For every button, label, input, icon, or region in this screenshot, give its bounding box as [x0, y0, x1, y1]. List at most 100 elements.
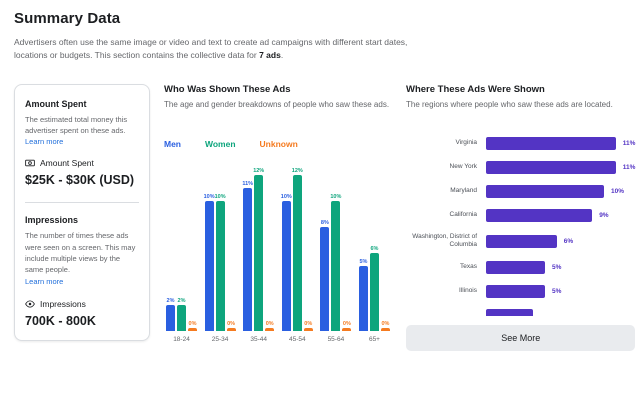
bar-value-label: 2% — [166, 297, 175, 304]
see-more-button[interactable]: See More — [406, 325, 636, 352]
bar — [358, 265, 368, 331]
bar-column: 2% — [166, 298, 175, 331]
age-gender-chart: 2% 2% 0% 18-24 10% 10% 0% 25-34 11% 12% 0% 35-44 10%… — [164, 159, 392, 343]
bar-column: 10% — [203, 193, 215, 331]
bar — [342, 327, 352, 331]
bar-value-label: 5% — [359, 258, 368, 265]
gender-legend: Men Women Unknown — [164, 139, 392, 149]
region-row: California 9% — [406, 208, 635, 222]
page-title: Summary Data — [14, 10, 121, 27]
age-axis-label: 55-64 — [327, 335, 345, 343]
amount-spent-description-text: The estimated total money this advertise… — [25, 114, 128, 135]
region-value: 10% — [611, 187, 625, 195]
bar-value-label: 8% — [320, 219, 329, 226]
impressions-heading: Impressions — [25, 215, 79, 226]
bar-column: 5% — [358, 258, 368, 331]
bar-value-label: 0% — [227, 320, 236, 327]
bar — [177, 304, 186, 331]
impressions-stat-label: Impressions — [40, 298, 86, 309]
amount-spent-learn-more-link[interactable]: Learn more — [25, 137, 64, 146]
bar — [303, 327, 313, 331]
legend-item-men: Men — [164, 138, 181, 149]
age-group: 10% 12% 0% 45-54 — [280, 159, 313, 343]
region-row: Illinois 5% — [406, 285, 635, 299]
region-row: New York 11% — [406, 160, 635, 174]
bar-column: 10% — [280, 193, 292, 331]
demographics-heading: Who Was Shown These Ads — [164, 83, 291, 95]
bar-column: 2% — [177, 298, 186, 331]
age-axis-label: 45-54 — [288, 335, 306, 343]
page-description-period: . — [280, 49, 284, 60]
region-bar — [486, 184, 604, 198]
summary-data-page: Summary Data Advertisers often use the s… — [14, 10, 636, 352]
age-axis-label: 18-24 — [173, 335, 190, 343]
amount-spent-description: The estimated total money this advertise… — [25, 114, 139, 148]
bar-column: 0% — [188, 321, 197, 331]
card-divider — [25, 202, 139, 204]
bar — [369, 252, 379, 331]
age-group: 2% 2% 0% 18-24 — [166, 159, 197, 343]
regions-chart: Virginia 11% New York 11% Maryland 10% Califor… — [406, 136, 635, 317]
region-bar — [486, 285, 545, 299]
region-row: Texas 5% — [406, 261, 635, 275]
age-group-bars: 5% 6% 0% — [358, 159, 390, 331]
age-axis-label: 35-44 — [250, 335, 267, 343]
age-group-bars: 10% 10% 0% — [203, 159, 236, 331]
age-group: 5% 6% 0% 65+ — [358, 159, 390, 343]
bar-value-label: 0% — [381, 320, 390, 327]
bar-value-label: 6% — [370, 245, 379, 252]
region-label: Illinois — [458, 287, 477, 295]
region-bar — [486, 208, 593, 222]
amount-spent-value: $25K - $30K (USD) — [25, 173, 135, 188]
impressions-description-text: The number of times these ads were seen … — [25, 231, 136, 274]
bar-value-label: 10% — [330, 193, 342, 200]
age-group-bars: 11% 12% 0% — [242, 159, 275, 331]
amount-spent-stat: Amount Spent — [25, 158, 139, 168]
bar — [254, 174, 264, 331]
bar-column: 6% — [369, 245, 379, 331]
region-label: California — [449, 210, 477, 218]
bar-value-label: 10% — [280, 193, 292, 200]
region-label: Virginia — [455, 138, 477, 146]
region-bar — [486, 261, 545, 275]
ads-count: 7 ads — [259, 49, 281, 60]
bar-column: 11% — [242, 181, 253, 331]
bar-column: 12% — [292, 168, 303, 331]
bar-value-label: 12% — [253, 167, 265, 174]
age-group: 10% 10% 0% 25-34 — [203, 159, 236, 343]
bar-value-label: 10% — [203, 193, 215, 200]
legend-item-women: Women — [205, 138, 236, 149]
region-label: New York — [449, 162, 477, 170]
age-group-bars: 8% 10% 0% — [320, 159, 352, 331]
spend-impressions-card: Amount Spent The estimated total money t… — [14, 83, 150, 341]
bar-column: 12% — [253, 167, 265, 331]
page-description-text: Advertisers often use the same image or … — [14, 37, 408, 60]
bar-column: 0% — [303, 321, 313, 331]
region-row: Maryland 10% — [406, 184, 635, 198]
bar-value-label: 0% — [188, 320, 197, 327]
region-value: 6% — [563, 237, 574, 245]
region-row: Virginia 11% — [406, 136, 635, 150]
region-bar — [486, 160, 616, 174]
region-label: Washington, District of Columbia — [412, 232, 477, 249]
bar-column: 0% — [226, 320, 236, 331]
impressions-description: The number of times these ads were seen … — [25, 230, 139, 287]
bar — [226, 327, 236, 331]
region-label: Texas — [460, 263, 477, 271]
bar — [265, 327, 275, 331]
regions-heading: Where These Ads Were Shown — [406, 83, 545, 95]
regions-section: Where These Ads Were Shown The regions w… — [406, 83, 636, 352]
bar-value-label: 2% — [177, 297, 186, 304]
impressions-stat: Impressions — [25, 299, 139, 309]
amount-spent-stat-label: Amount Spent — [40, 158, 94, 169]
age-group-bars: 2% 2% 0% — [166, 159, 197, 331]
page-description: Advertisers often use the same image or … — [14, 36, 426, 62]
bar-value-label: 10% — [214, 193, 226, 200]
age-group-bars: 10% 12% 0% — [280, 159, 313, 331]
summary-columns: Amount Spent The estimated total money t… — [14, 83, 636, 352]
demographics-description: The age and gender breakdowns of people … — [164, 99, 390, 109]
banknote-icon — [25, 160, 35, 167]
region-bar — [486, 136, 616, 150]
impressions-learn-more-link[interactable]: Learn more — [25, 277, 64, 287]
bar-value-label: 0% — [265, 320, 274, 327]
